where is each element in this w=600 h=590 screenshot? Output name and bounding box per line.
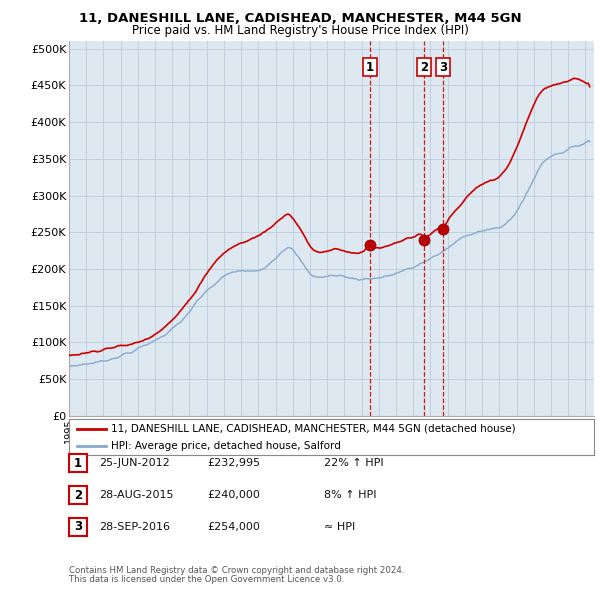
- Text: £232,995: £232,995: [207, 458, 260, 468]
- Text: 11, DANESHILL LANE, CADISHEAD, MANCHESTER, M44 5GN: 11, DANESHILL LANE, CADISHEAD, MANCHESTE…: [79, 12, 521, 25]
- Text: 28-SEP-2016: 28-SEP-2016: [99, 522, 170, 532]
- Text: 1: 1: [74, 457, 82, 470]
- Text: 28-AUG-2015: 28-AUG-2015: [99, 490, 173, 500]
- Text: ≈ HPI: ≈ HPI: [324, 522, 355, 532]
- Text: 1: 1: [366, 61, 374, 74]
- Text: 2: 2: [74, 489, 82, 502]
- Text: 8% ↑ HPI: 8% ↑ HPI: [324, 490, 377, 500]
- Text: HPI: Average price, detached house, Salford: HPI: Average price, detached house, Salf…: [111, 441, 341, 451]
- Text: 3: 3: [439, 61, 447, 74]
- Text: This data is licensed under the Open Government Licence v3.0.: This data is licensed under the Open Gov…: [69, 575, 344, 584]
- Text: 22% ↑ HPI: 22% ↑ HPI: [324, 458, 383, 468]
- Text: 3: 3: [74, 520, 82, 533]
- Text: Contains HM Land Registry data © Crown copyright and database right 2024.: Contains HM Land Registry data © Crown c…: [69, 566, 404, 575]
- Text: £240,000: £240,000: [207, 490, 260, 500]
- Text: 2: 2: [421, 61, 428, 74]
- Text: 25-JUN-2012: 25-JUN-2012: [99, 458, 170, 468]
- Text: £254,000: £254,000: [207, 522, 260, 532]
- Text: Price paid vs. HM Land Registry's House Price Index (HPI): Price paid vs. HM Land Registry's House …: [131, 24, 469, 37]
- Text: 11, DANESHILL LANE, CADISHEAD, MANCHESTER, M44 5GN (detached house): 11, DANESHILL LANE, CADISHEAD, MANCHESTE…: [111, 424, 515, 434]
